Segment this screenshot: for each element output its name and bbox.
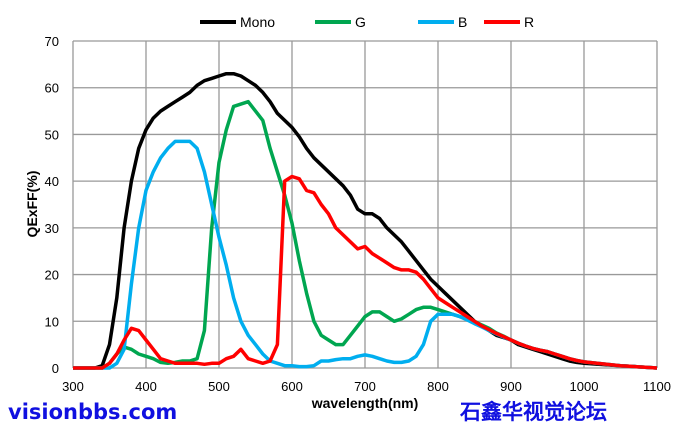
grid <box>72 40 658 369</box>
x-tick-label: 500 <box>208 379 230 394</box>
series-line-r <box>73 174 658 370</box>
y-tick-label: 70 <box>45 34 59 49</box>
x-tick-label: 1000 <box>570 379 599 394</box>
y-tick-label: 20 <box>45 268 59 283</box>
x-axis-label: wavelength(nm) <box>311 395 419 411</box>
x-tick-label: 900 <box>500 379 522 394</box>
y-tick-label: 60 <box>45 81 59 96</box>
legend-label-b: B <box>458 14 467 30</box>
x-tick-label: 1100 <box>643 379 671 394</box>
x-tick-label: 300 <box>62 379 84 394</box>
x-tick-label: 800 <box>427 379 449 394</box>
legend-label-g: G <box>355 14 366 30</box>
watermark-url: visionbbs.com <box>8 400 178 424</box>
tick-labels: 300 400 500 600 700 800 900 1000 1100 0 10 20 30 40 50… <box>45 34 671 394</box>
watermark-chinese: 石鑫华视觉论坛 <box>460 400 607 424</box>
y-tick-label: 40 <box>45 174 59 189</box>
x-tick-label: 600 <box>281 379 303 394</box>
legend-label-mono: Mono <box>240 14 275 30</box>
y-tick-label: 0 <box>52 361 59 376</box>
legend-label-r: R <box>524 14 534 30</box>
legend: Mono G B R <box>200 14 534 30</box>
y-tick-label: 30 <box>45 221 59 236</box>
x-tick-label: 400 <box>135 379 157 394</box>
y-tick-label: 10 <box>45 314 59 329</box>
y-axis-label: QExFF(%) <box>24 171 40 238</box>
x-tick-label: 700 <box>354 379 376 394</box>
series-lines <box>73 71 658 370</box>
y-tick-label: 50 <box>45 127 59 142</box>
